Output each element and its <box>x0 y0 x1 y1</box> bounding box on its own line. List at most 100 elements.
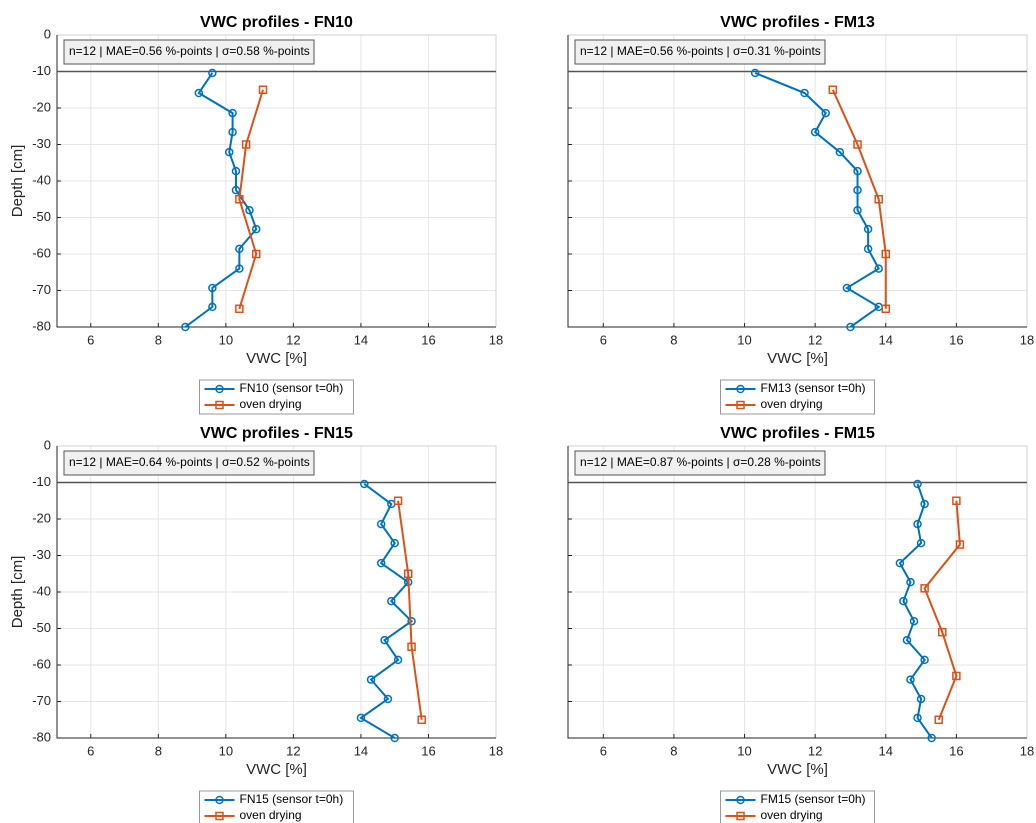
legend-label: oven drying <box>240 397 302 411</box>
x-tick-label: 14 <box>879 743 893 758</box>
y-tick-label: -40 <box>32 583 51 598</box>
marker <box>842 283 852 293</box>
marker <box>407 616 416 626</box>
marker <box>874 264 883 273</box>
series-line <box>923 500 961 721</box>
y-tick-label: -30 <box>32 547 51 562</box>
marker <box>245 205 254 215</box>
y-tick-label: -10 <box>32 63 51 78</box>
marker <box>853 140 862 149</box>
x-tick-label: 12 <box>286 332 300 347</box>
y-tick-label: -20 <box>32 99 51 114</box>
marker <box>899 596 908 606</box>
x-tick-label: 18 <box>1020 743 1034 758</box>
x-tick-label: 6 <box>87 743 94 758</box>
marker <box>810 127 820 137</box>
legend-label: FM15 (sensor t=0h) <box>761 792 866 806</box>
marker <box>909 616 919 626</box>
marker <box>251 224 261 234</box>
x-tick-label: 8 <box>155 332 162 347</box>
annotation-box <box>574 39 826 65</box>
x-tick-label: 18 <box>1020 332 1034 347</box>
y-tick-label: -30 <box>32 136 51 151</box>
legend-marker <box>736 795 745 805</box>
marker <box>235 244 244 254</box>
marker <box>906 675 915 684</box>
subplot: 6 8 10 12 14 16 18 0 -10 -20 -30 -40 -50 -60 -70 -80 n=1… <box>9 14 503 415</box>
x-tick-label: 6 <box>600 332 607 347</box>
chart-title: VWC profiles - FN10 <box>200 14 353 31</box>
marker <box>853 205 862 215</box>
y-tick-label: -50 <box>32 209 51 224</box>
marker <box>853 185 862 195</box>
marker <box>383 694 393 704</box>
marker <box>258 85 268 94</box>
x-tick-label: 6 <box>600 743 607 758</box>
x-axis-label: VWC [%] <box>246 761 307 778</box>
x-axis-label: VWC [%] <box>767 761 828 778</box>
marker <box>376 519 386 529</box>
marker <box>920 499 929 509</box>
y-tick-label: -80 <box>32 318 51 333</box>
y-axis-label: Depth [cm] <box>9 556 26 629</box>
marker <box>955 540 965 549</box>
marker <box>913 479 922 489</box>
marker <box>366 675 376 684</box>
subplot: 6 8 10 12 14 16 18 n=12 | MAE=0.56 %-points | σ… <box>567 14 1034 415</box>
x-tick-label: 8 <box>155 743 162 758</box>
marker <box>916 538 926 548</box>
marker <box>208 283 217 293</box>
legend-marker <box>215 400 224 410</box>
y-tick-label: -40 <box>32 172 51 187</box>
x-tick-label: 16 <box>421 332 435 347</box>
marker <box>934 715 943 724</box>
marker <box>228 108 237 118</box>
marker <box>403 569 413 578</box>
legend-marker <box>215 384 224 394</box>
legend-box <box>720 790 875 823</box>
x-axis-label: VWC [%] <box>767 350 828 367</box>
series-line <box>397 500 423 720</box>
y-tick-label: -60 <box>32 656 51 671</box>
x-tick-label: 12 <box>808 332 822 347</box>
marker <box>356 713 366 723</box>
marker <box>902 635 912 645</box>
marker <box>387 596 396 606</box>
x-tick-label: 8 <box>670 743 677 758</box>
marker <box>224 147 234 157</box>
y-tick-label: -70 <box>32 282 51 297</box>
marker <box>208 302 217 312</box>
marker <box>228 127 237 137</box>
marker <box>874 195 883 204</box>
chart-title: VWC profiles - FN15 <box>200 425 353 442</box>
series-line <box>238 89 264 310</box>
marker <box>231 166 241 176</box>
legend-box <box>720 379 875 415</box>
y-tick-label: -20 <box>32 510 51 525</box>
x-tick-label: 14 <box>354 332 368 347</box>
legend-label: FN10 (sensor t=0h) <box>240 381 344 395</box>
axes-line <box>56 35 496 328</box>
marker <box>828 85 838 94</box>
annotation-box <box>574 450 826 476</box>
legend-label: oven drying <box>761 808 823 822</box>
marker <box>906 577 915 587</box>
x-tick-label: 16 <box>421 743 435 758</box>
marker <box>393 655 403 665</box>
axes-box <box>57 445 497 738</box>
marker <box>417 715 426 724</box>
marker <box>952 496 961 505</box>
marker <box>920 584 929 593</box>
x-tick-label: 12 <box>808 743 822 758</box>
axes-line <box>567 446 1027 739</box>
legend-label: oven drying <box>761 397 823 411</box>
annotation: n=12 | MAE=0.64 %-points | σ=0.52 %-poin… <box>69 455 310 469</box>
y-axis-label: Depth [cm] <box>9 145 26 218</box>
annotation: n=12 | MAE=0.87 %-points | σ=0.28 %-poin… <box>580 455 821 469</box>
annotation: n=12 | MAE=0.56 %-points | σ=0.31 %-poin… <box>580 44 821 58</box>
legend-marker <box>736 384 745 394</box>
marker <box>835 147 845 157</box>
marker <box>380 635 389 645</box>
x-tick-label: 10 <box>219 743 233 758</box>
